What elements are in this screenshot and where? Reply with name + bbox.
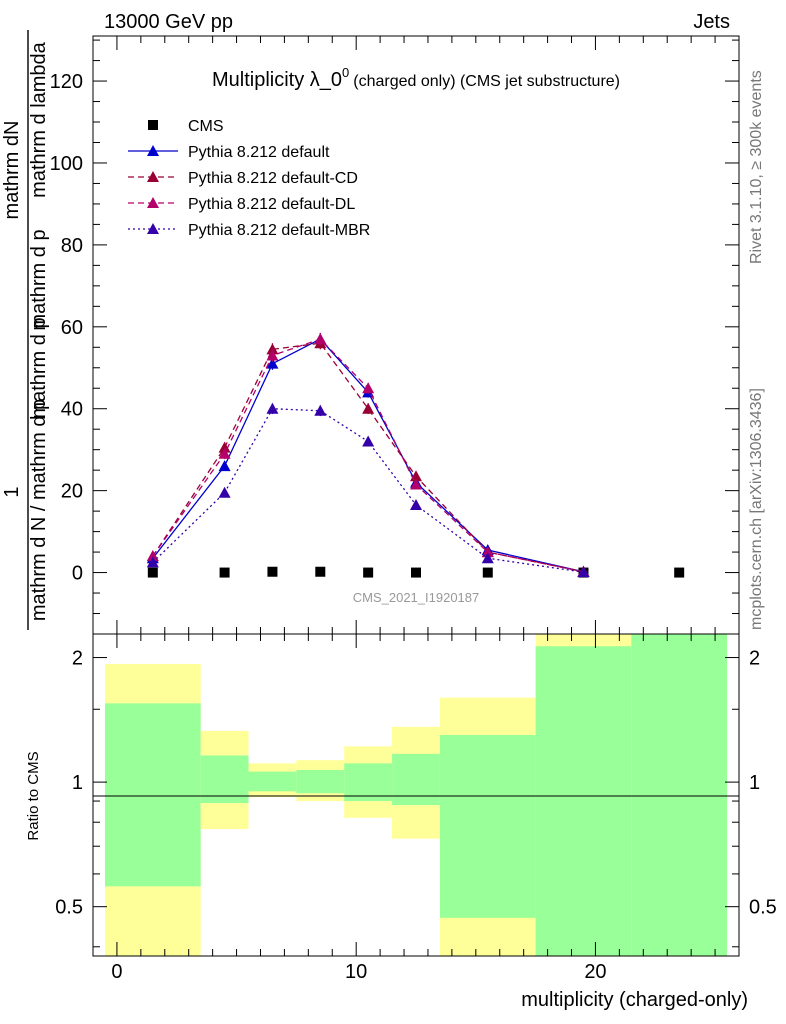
- x-axis-label: multiplicity (charged-only): [521, 989, 748, 1011]
- main-ytick-label: 20: [61, 481, 83, 503]
- mc-point: [481, 546, 494, 558]
- ratio-ytick-label-right: 0.5: [749, 897, 777, 919]
- legend-marker: [147, 145, 159, 156]
- mc-point: [266, 349, 279, 361]
- ratio-green-band: [248, 771, 297, 792]
- ratio-green-band: [296, 769, 345, 794]
- ylabel-denominator: mathrm d N / mathrm d p: [28, 399, 50, 621]
- cms-point: [315, 566, 326, 577]
- ylabel-dlambda: mathrm d lambda: [28, 41, 50, 197]
- mc-point: [362, 402, 375, 414]
- legend-label: Pythia 8.212 default-CD: [188, 170, 358, 187]
- mc-point: [266, 402, 279, 414]
- ylabel-numerator: mathrm dN: [1, 121, 23, 220]
- legend-marker: [147, 223, 159, 234]
- ratio-ytick-label-right: 1: [749, 772, 760, 794]
- mc-point: [410, 478, 422, 490]
- legend-marker: [147, 197, 159, 208]
- title-suffix: (charged only) (CMS jet substructure): [353, 73, 620, 90]
- ratio-panel: 0.5 0.51 12 20 10 20 Ratio to CMS multiplicit…: [25, 633, 777, 1011]
- series-line-4: [152, 408, 584, 573]
- ratio-ytick-label-left: 2: [72, 648, 83, 670]
- ratio-green-band: [439, 734, 536, 918]
- header-right: Jets: [693, 11, 730, 33]
- ratio-frame: [92, 633, 740, 957]
- ratio-green-band: [200, 755, 249, 804]
- watermark: CMS_2021_I1920187: [353, 590, 480, 605]
- mc-point: [266, 343, 279, 355]
- ratio-green-band: [392, 753, 440, 806]
- legend-label: CMS: [188, 118, 224, 135]
- ratio-green-band: [535, 646, 632, 956]
- ratio-xtick-label: 0: [111, 961, 122, 983]
- ratio-ylabel: Ratio to CMS: [25, 751, 42, 840]
- series-line-2: [152, 342, 584, 573]
- cms-point: [482, 567, 493, 578]
- legend-label: Pythia 8.212 default-MBR: [188, 222, 370, 239]
- series-line-1: [152, 338, 584, 573]
- mc-point: [314, 404, 327, 416]
- legend-marker: [147, 171, 159, 182]
- legend-label: Pythia 8.212 default-DL: [188, 196, 355, 213]
- chart-title: Multiplicity λ_00 (charged only) (CMS jet…: [212, 65, 620, 91]
- main-ytick-label: 0: [72, 563, 83, 585]
- ratio-green-band: [631, 634, 728, 956]
- mc-point: [362, 435, 375, 447]
- main-ytick-label: 60: [61, 317, 83, 339]
- legend-label: Pythia 8.212 default: [188, 144, 330, 161]
- main-ytick-label: 80: [61, 235, 83, 257]
- main-ytick-label: 120: [50, 71, 83, 93]
- mc-point: [218, 441, 231, 453]
- ylabel-dp2: mathrm d p: [28, 317, 50, 418]
- ylabel-dp: mathrm d p: [28, 229, 50, 330]
- title-main: Multiplicity λ_0: [212, 69, 342, 91]
- ratio-xtick-label: 20: [584, 961, 606, 983]
- mc-point: [218, 486, 231, 498]
- ratio-ytick-label-right: 2: [749, 648, 760, 670]
- ratio-xtick-label: 10: [345, 961, 367, 983]
- main-y-ticks: 0 20 40 60 80 100 120: [50, 36, 739, 634]
- mc-point: [218, 460, 231, 472]
- mc-point: [577, 566, 590, 578]
- ratio-green-band: [344, 763, 393, 802]
- y-axis-label: 1 mathrm dN mathrm d p mathrm d lambda m…: [1, 30, 50, 630]
- series-line-3: [152, 338, 584, 573]
- ratio-ticks: 0.5 0.51 12 20 10 20: [55, 634, 777, 983]
- cms-point: [147, 567, 158, 578]
- ratio-bands: [104, 634, 728, 956]
- mc-point: [146, 550, 159, 562]
- mc-point: [410, 498, 422, 510]
- mc-point: [481, 552, 494, 564]
- legend-marker: [148, 120, 158, 130]
- header-left: 13000 GeV pp: [104, 11, 233, 33]
- ratio-ytick-label-left: 1: [72, 772, 83, 794]
- mc-point: [314, 333, 327, 345]
- title-sup: 0: [342, 65, 349, 80]
- main-ytick-label: 40: [61, 399, 83, 421]
- cms-point: [411, 567, 421, 578]
- ylabel-numerator-one: 1: [1, 486, 23, 497]
- mc-point: [218, 447, 231, 459]
- ratio-ytick-label-left: 0.5: [55, 897, 83, 919]
- ratio-green-band: [104, 703, 201, 887]
- mc-point: [266, 357, 279, 369]
- rivet-label: Rivet 3.1.10, ≥ 300k events: [748, 70, 765, 264]
- main-series: [146, 332, 685, 578]
- legend: CMS Pythia 8.212 default Pythia 8.212 defa…: [128, 118, 370, 239]
- main-ytick-label: 100: [50, 153, 83, 175]
- cms-point: [674, 567, 685, 578]
- cms-point: [267, 566, 278, 577]
- cms-point: [363, 567, 374, 578]
- mcplots-label: mcplots.cern.ch [arXiv:1306.3436]: [748, 388, 765, 630]
- cms-point: [219, 567, 230, 578]
- mc-point: [146, 556, 159, 568]
- mc-point: [362, 382, 375, 394]
- main-panel: 0 20 40 60 80 100 120 CMS_2021_I1920187 Multip…: [1, 30, 740, 635]
